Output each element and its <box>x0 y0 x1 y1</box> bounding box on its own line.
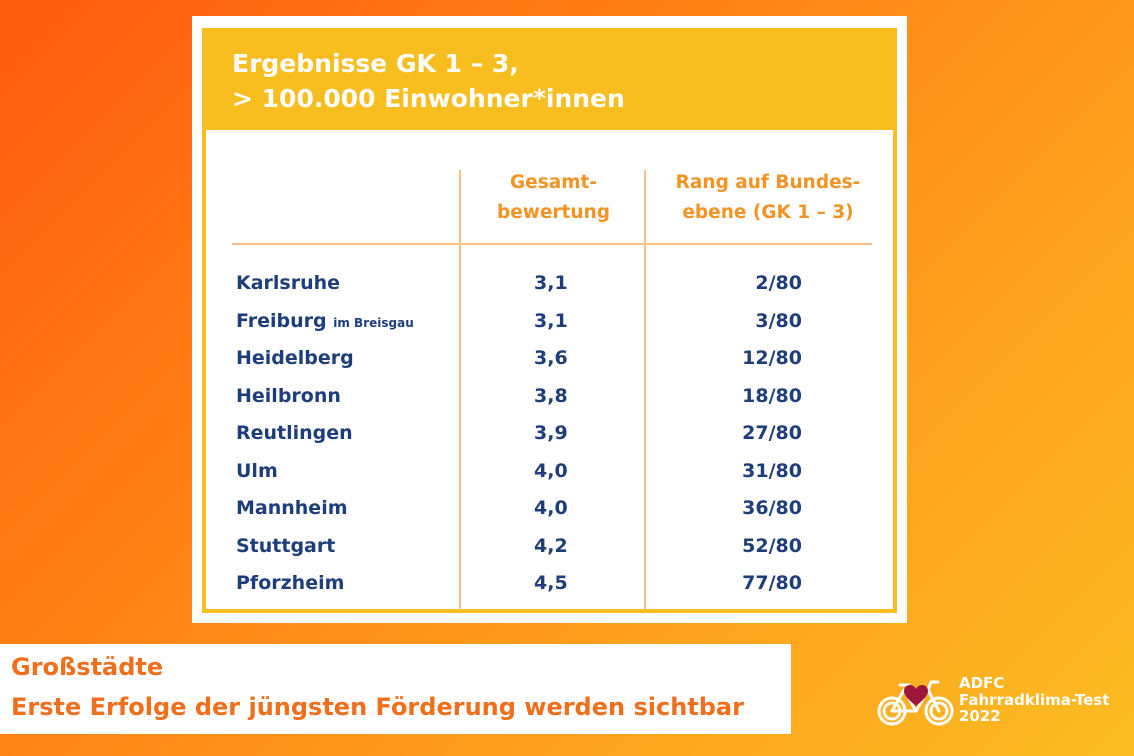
city-label: Freiburg <box>236 309 327 332</box>
overall-score: 3,1 <box>534 309 568 332</box>
federal-rank: 18/80 <box>742 384 802 407</box>
federal-rank: 2/80 <box>755 272 802 294</box>
city-name: Heilbronn <box>236 383 341 409</box>
city-name: Mannheim <box>236 495 348 521</box>
table-row: Mannheim 4,0 36/80 <box>236 491 876 529</box>
results-table: Karlsruhe 3,1 2/80 Freiburg im Breisgau … <box>236 266 876 604</box>
logo-line-2: Fahrradklima-Test <box>959 690 1110 709</box>
city-label: Heilbronn <box>236 384 341 407</box>
city-name: Stuttgart <box>236 533 335 559</box>
table-row: Freiburg im Breisgau 3,1 3/80 <box>236 304 876 342</box>
column-header-rank-line-1: Rang auf Bundes- <box>675 172 861 193</box>
city-label: Ulm <box>236 459 278 482</box>
city-name: Heidelberg <box>236 345 354 371</box>
column-header-score-line-2: bewertung <box>497 202 610 223</box>
logo-text: ADFC Fahrradklima-Test 2022 <box>959 675 1109 725</box>
table-row: Karlsruhe 3,1 2/80 <box>236 266 876 304</box>
caption-subtitle: Erste Erfolge der jüngsten Förderung wer… <box>11 693 744 721</box>
overall-score: 3,6 <box>534 347 568 369</box>
federal-rank: 31/80 <box>742 459 802 482</box>
city-name: Freiburg im Breisgau <box>236 308 414 336</box>
city-note: im Breisgau <box>333 315 414 330</box>
card-title-line-1: Ergebnisse GK 1 – 3, <box>232 49 519 78</box>
city-label: Pforzheim <box>236 572 345 594</box>
city-label: Heidelberg <box>236 347 354 369</box>
federal-rank: 27/80 <box>742 422 802 444</box>
overall-score: 4,2 <box>534 534 568 557</box>
column-header-rank: Rang auf Bundes- ebene (GK 1 – 3) <box>650 168 886 228</box>
column-divider <box>644 170 646 610</box>
results-card-frame: Ergebnisse GK 1 – 3, > 100.000 Einwohner… <box>202 28 897 613</box>
caption-box: Großstädte Erste Erfolge der jüngsten Fö… <box>0 644 791 734</box>
overall-score: 3,1 <box>534 272 568 294</box>
bicycle-heart-icon <box>877 680 954 726</box>
overall-score: 4,0 <box>534 497 568 519</box>
table-row: Heidelberg 3,6 12/80 <box>236 341 876 379</box>
column-header-rank-line-2: ebene (GK 1 – 3) <box>682 202 854 223</box>
city-label: Mannheim <box>236 497 348 519</box>
logo-line-3: 2022 <box>959 707 1001 725</box>
city-name: Ulm <box>236 458 278 484</box>
table-row: Heilbronn 3,8 18/80 <box>236 379 876 417</box>
city-name: Reutlingen <box>236 420 353 446</box>
overall-score: 4,0 <box>534 459 568 482</box>
overall-score: 4,5 <box>534 572 568 594</box>
card-title-line-2: > 100.000 Einwohner*innen <box>232 84 625 113</box>
overall-score: 3,8 <box>534 384 568 407</box>
table-row: Stuttgart 4,2 52/80 <box>236 529 876 567</box>
city-label: Reutlingen <box>236 422 353 444</box>
city-label: Karlsruhe <box>236 272 341 294</box>
results-card: Ergebnisse GK 1 – 3, > 100.000 Einwohner… <box>192 16 907 623</box>
table-row: Pforzheim 4,5 77/80 <box>236 566 876 604</box>
federal-rank: 12/80 <box>742 347 802 369</box>
column-header-score-line-1: Gesamt- <box>509 172 598 193</box>
card-header: Ergebnisse GK 1 – 3, > 100.000 Einwohner… <box>206 32 893 130</box>
federal-rank: 52/80 <box>742 534 802 557</box>
federal-rank: 36/80 <box>742 497 802 519</box>
adfc-logo: ADFC Fahrradklima-Test 2022 <box>876 672 1126 732</box>
city-name: Pforzheim <box>236 570 344 596</box>
federal-rank: 77/80 <box>742 572 802 594</box>
column-divider <box>459 170 461 610</box>
caption-title: Großstädte <box>11 653 164 681</box>
overall-score: 3,9 <box>534 422 568 444</box>
header-divider <box>232 243 872 245</box>
table-row: Ulm 4,0 31/80 <box>236 454 876 492</box>
table-row: Reutlingen 3,9 27/80 <box>236 416 876 454</box>
card-title: Ergebnisse GK 1 – 3, > 100.000 Einwohner… <box>232 46 625 116</box>
city-name: Karlsruhe <box>236 270 340 296</box>
federal-rank: 3/80 <box>755 309 802 332</box>
column-header-score: Gesamt- bewertung <box>461 168 646 228</box>
city-label: Stuttgart <box>236 534 336 557</box>
logo-line-1: ADFC <box>959 674 1005 692</box>
